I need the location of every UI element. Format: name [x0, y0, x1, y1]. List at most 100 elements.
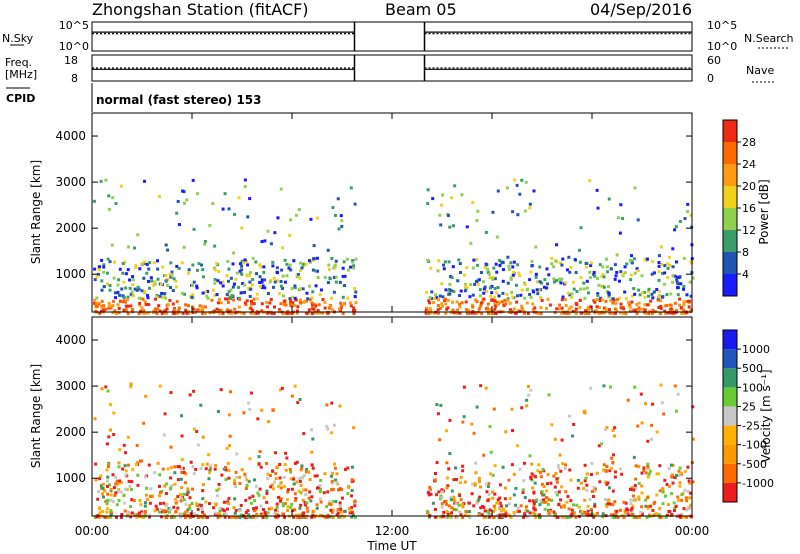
velocity-cell: [680, 498, 684, 502]
power-cell: [521, 309, 525, 313]
power-cell: [215, 307, 219, 311]
power-cell: [245, 273, 249, 277]
velocity-cell: [532, 501, 536, 505]
velocity-cell: [310, 463, 314, 467]
velocity-cell: [300, 464, 304, 468]
velocity-cell: [293, 508, 297, 512]
velocity-cell: [162, 433, 166, 437]
power-cell: [316, 275, 320, 279]
velocity-cell: [611, 489, 615, 493]
velocity-cell: [106, 492, 110, 496]
power-cell: [460, 301, 464, 305]
velocity-cell: [182, 492, 186, 496]
power-cell: [232, 298, 236, 302]
power-cell: [138, 267, 142, 271]
velocity-cell: [561, 515, 565, 519]
velocity-cell: [247, 513, 251, 517]
velocity-cell: [276, 465, 280, 469]
power-cell: [454, 311, 458, 315]
velocity-cell: [350, 465, 354, 469]
velocity-cell: [304, 488, 308, 492]
velocity-cell: [106, 462, 110, 466]
velocity-cell: [658, 464, 662, 468]
velocity-cell: [276, 509, 280, 513]
power-cell: [501, 268, 505, 272]
power-cell: [202, 275, 206, 279]
power-cell: [597, 283, 601, 287]
power-ylabel: Slant Range [km]: [29, 160, 43, 264]
velocity-cell: [493, 492, 497, 496]
power-cell: [572, 287, 576, 291]
velocity-cell: [688, 481, 692, 485]
velocity-cell: [170, 466, 174, 470]
velocity-cell: [677, 473, 681, 477]
power-cell: [243, 301, 247, 305]
power-cell: [168, 299, 172, 303]
power-cell: [618, 231, 622, 235]
power-cell: [589, 261, 593, 265]
power-cell: [298, 287, 302, 291]
power-cell: [136, 233, 140, 237]
velocity-cell: [588, 498, 592, 502]
power-cell: [177, 223, 181, 227]
power-cell: [161, 295, 165, 299]
power-cell: [226, 260, 230, 264]
power-cell: [105, 282, 109, 286]
velocity-cell: [299, 483, 303, 487]
power-cell: [215, 293, 219, 297]
velocity-cell: [607, 499, 611, 503]
velocity-cell: [278, 499, 282, 503]
velocity-cell: [510, 463, 514, 467]
velocity-cell: [169, 476, 173, 480]
velocity-cell: [445, 486, 449, 490]
power-cell: [546, 297, 550, 301]
velocity-cell: [93, 515, 97, 519]
velocity-cell: [227, 476, 231, 480]
power-cell: [435, 296, 439, 300]
power-cell: [184, 303, 188, 307]
velocity-cell: [282, 476, 286, 480]
velocity-cell: [457, 503, 461, 507]
velocity-cell: [642, 466, 646, 470]
velocity-cell: [522, 461, 526, 465]
power-cell: [217, 270, 221, 274]
velocity-cell: [690, 515, 694, 519]
velocity-cell: [297, 477, 301, 481]
power-cell: [315, 269, 319, 273]
power-cell: [260, 302, 264, 306]
power-cell: [225, 293, 229, 297]
velocity-cell: [277, 485, 281, 489]
power-cell: [120, 287, 124, 291]
power-cell: [490, 311, 494, 315]
velocity-cell: [435, 493, 439, 497]
power-cell: [430, 290, 434, 294]
velocity-cell: [127, 510, 131, 514]
velocity-cell: [327, 502, 331, 506]
velocity-cell: [180, 434, 184, 438]
power-cell: [334, 275, 338, 279]
velocity-cell: [169, 486, 173, 490]
velocity-cell: [479, 485, 483, 489]
x-tick-label: 04:00: [175, 524, 210, 538]
velocity-cell: [563, 467, 567, 471]
power-cell: [115, 311, 119, 315]
velocity-cell: [290, 502, 294, 506]
power-cell: [260, 286, 264, 290]
velocity-cell: [634, 477, 638, 481]
power-cell: [427, 299, 431, 303]
power-cell: [206, 296, 210, 300]
power-cell: [605, 270, 609, 274]
power-cell: [116, 303, 120, 307]
velocity-cell: [109, 498, 113, 502]
power-cell: [293, 296, 297, 300]
velocity-cell: [590, 489, 594, 493]
power-cell: [450, 276, 454, 280]
power-colorbar-swatch: [723, 208, 737, 230]
velocity-cell: [167, 510, 171, 514]
velocity-cell: [295, 460, 299, 464]
velocity-cell: [222, 467, 226, 471]
velocity-cell: [268, 474, 272, 478]
power-cell: [622, 307, 626, 311]
power-colorbar-swatch: [723, 230, 737, 252]
power-cell: [227, 267, 231, 271]
